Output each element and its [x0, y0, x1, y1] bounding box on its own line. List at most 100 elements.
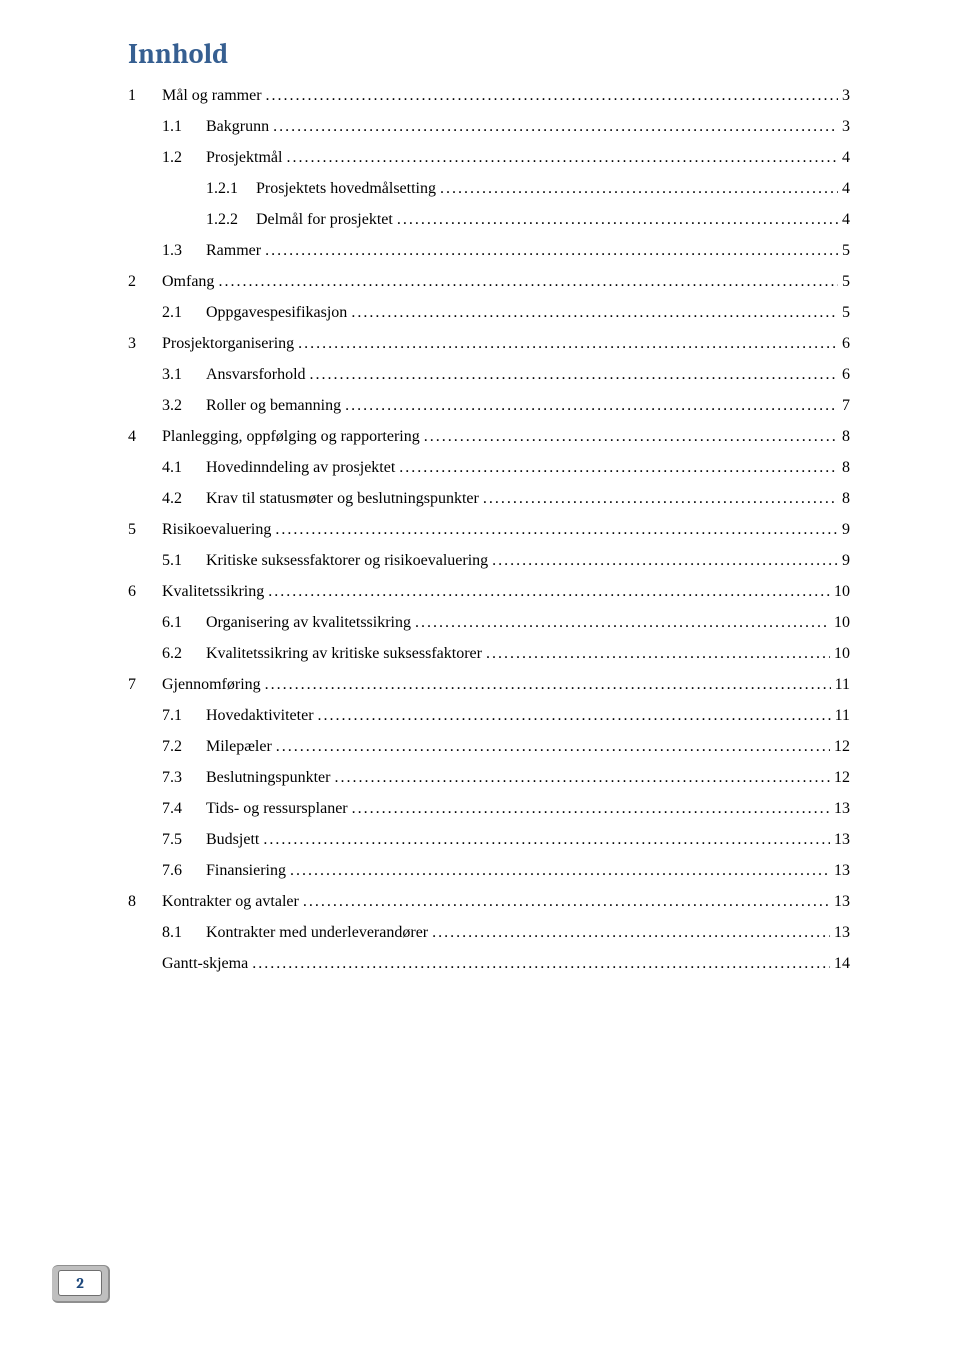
toc-entry-label: Finansiering — [206, 863, 286, 879]
toc-entry-number: 6 — [128, 584, 160, 600]
toc-entry[interactable]: 3.1Ansvarsforhold 6 — [128, 367, 850, 383]
toc-entry[interactable]: 1.2.2Delmål for prosjektet 4 — [128, 212, 850, 228]
toc-leader-dots — [252, 956, 830, 972]
toc-entry-label: Delmål for prosjektet — [256, 212, 393, 228]
toc-entry[interactable]: 1.1Bakgrunn 3 — [128, 119, 850, 135]
toc-entry[interactable]: 5.1Kritiske suksessfaktorer og risikoeva… — [128, 553, 850, 569]
toc-entry-label: Bakgrunn — [206, 119, 269, 135]
toc-entry-page: 8 — [842, 491, 850, 507]
toc-leader-dots — [352, 801, 830, 817]
toc-entry[interactable]: 7.5Budsjett 13 — [128, 832, 850, 848]
toc-entry[interactable]: 7.1Hovedaktiviteter 11 — [128, 708, 850, 724]
toc-entry-page: 4 — [842, 212, 850, 228]
toc-entry-number: 7.3 — [162, 770, 206, 786]
toc-leader-dots — [268, 584, 830, 600]
page: Innhold 1Mål og rammer 31.1Bakgrunn 31.2… — [0, 0, 960, 972]
toc-entry-number: 7.1 — [162, 708, 206, 724]
toc-entry[interactable]: 6.1Organisering av kvalitetssikring 10 — [128, 615, 850, 631]
toc-entry[interactable]: 6.2Kvalitetssikring av kritiske suksessf… — [128, 646, 850, 662]
toc-entry-label: Gantt-skjema — [162, 956, 248, 972]
toc-entry-label: Roller og bemanning — [206, 398, 341, 414]
toc-entry-number: 7.2 — [162, 739, 206, 755]
toc-entry-label: Prosjektmål — [206, 150, 282, 166]
toc-entry[interactable]: 4Planlegging, oppfølging og rapportering… — [128, 429, 850, 445]
toc-entry-page: 4 — [842, 150, 850, 166]
toc-entry-page: 13 — [834, 863, 850, 879]
toc-entry-number: 8 — [128, 894, 160, 910]
toc-entry-page: 13 — [834, 925, 850, 941]
toc-entry-page: 9 — [842, 553, 850, 569]
toc-entry-label: Milepæler — [206, 739, 272, 755]
toc-entry-number: 3.2 — [162, 398, 206, 414]
toc-entry[interactable]: 1Mål og rammer 3 — [128, 88, 850, 104]
toc-entry-page: 11 — [835, 708, 850, 724]
toc-leader-dots — [276, 739, 830, 755]
toc-leader-dots — [486, 646, 830, 662]
toc-entry-label: Tids- og ressursplaner — [206, 801, 348, 817]
toc-leader-dots — [483, 491, 838, 507]
toc-entry[interactable]: 8Kontrakter og avtaler 13 — [128, 894, 850, 910]
toc-entry-number: 4.1 — [162, 460, 206, 476]
toc-entry[interactable]: 7.3Beslutningspunkter 12 — [128, 770, 850, 786]
toc-leader-dots — [218, 274, 838, 290]
toc-leader-dots — [290, 863, 830, 879]
toc-entry[interactable]: 1.2Prosjektmål 4 — [128, 150, 850, 166]
toc-leader-dots — [432, 925, 830, 941]
toc-entry-number: 3.1 — [162, 367, 206, 383]
toc-entry-number: 6.2 — [162, 646, 206, 662]
toc-entry-page: 10 — [834, 615, 850, 631]
toc-entry[interactable]: 1.2.1Prosjektets hovedmålsetting 4 — [128, 181, 850, 197]
toc-entry-label: Kvalitetssikring — [162, 584, 264, 600]
toc-entry[interactable]: 7.2Milepæler 12 — [128, 739, 850, 755]
toc-entry-label: Omfang — [162, 274, 214, 290]
toc-entry-label: Oppgavespesifikasjon — [206, 305, 347, 321]
toc-entry[interactable]: 4.2Krav til statusmøter og beslutningspu… — [128, 491, 850, 507]
toc-entry-label: Kritiske suksessfaktorer og risikoevalue… — [206, 553, 488, 569]
toc-entry-label: Beslutningspunkter — [206, 770, 330, 786]
toc-entry[interactable]: 2.1Oppgavespesifikasjon 5 — [128, 305, 850, 321]
toc-entry-label: Krav til statusmøter og beslutningspunkt… — [206, 491, 479, 507]
toc-entry-label: Mål og rammer — [162, 88, 262, 104]
toc-entry-number: 1.1 — [162, 119, 206, 135]
toc-entry[interactable]: 6Kvalitetssikring 10 — [128, 584, 850, 600]
toc-entry[interactable]: 5Risikoevaluering 9 — [128, 522, 850, 538]
toc-leader-dots — [286, 150, 838, 166]
toc-entry-page: 10 — [834, 584, 850, 600]
toc-entry-label: Organisering av kvalitetssikring — [206, 615, 411, 631]
toc-leader-dots — [263, 832, 830, 848]
toc-entry-page: 8 — [842, 429, 850, 445]
toc-entry-number: 6.1 — [162, 615, 206, 631]
toc-entry[interactable]: 3.2Roller og bemanning 7 — [128, 398, 850, 414]
toc-entry-number: 2 — [128, 274, 160, 290]
toc-entry-label: Planlegging, oppfølging og rapportering — [162, 429, 420, 445]
toc-entry[interactable]: 7.4Tids- og ressursplaner 13 — [128, 801, 850, 817]
toc-entry-page: 7 — [842, 398, 850, 414]
toc-entry-page: 6 — [842, 367, 850, 383]
toc-entry-label: Kontrakter og avtaler — [162, 894, 299, 910]
toc-entry-number: 4 — [128, 429, 160, 445]
toc-entry-label: Hovedaktiviteter — [206, 708, 314, 724]
toc-entry[interactable]: 8.1Kontrakter med underleverandører 13 — [128, 925, 850, 941]
toc-entry-number: 7.6 — [162, 863, 206, 879]
toc-entry[interactable]: 2Omfang 5 — [128, 274, 850, 290]
toc-entry-number: 3 — [128, 336, 160, 352]
toc-entry-page: 10 — [834, 646, 850, 662]
toc-entry[interactable]: 4.1Hovedinndeling av prosjektet 8 — [128, 460, 850, 476]
toc-entry-number: 1.2.1 — [206, 181, 256, 197]
toc-entry-number: 1.2 — [162, 150, 206, 166]
toc-entry-number: 7.5 — [162, 832, 206, 848]
toc-entry[interactable]: 3Prosjektorganisering 6 — [128, 336, 850, 352]
page-number-badge: 2 — [52, 1265, 110, 1303]
toc-entry-page: 3 — [842, 88, 850, 104]
page-number: 2 — [58, 1270, 102, 1296]
toc-entry[interactable]: 1.3Rammer 5 — [128, 243, 850, 259]
toc-entry-page: 4 — [842, 181, 850, 197]
toc-leader-dots — [492, 553, 838, 569]
toc-entry-page: 3 — [842, 119, 850, 135]
toc-entry[interactable]: 7.6Finansiering 13 — [128, 863, 850, 879]
toc-entry[interactable]: Gantt-skjema 14 — [128, 956, 850, 972]
toc-entry-label: Gjennomføring — [162, 677, 261, 693]
toc-entry[interactable]: 7Gjennomføring 11 — [128, 677, 850, 693]
toc-leader-dots — [310, 367, 838, 383]
toc-leader-dots — [265, 677, 831, 693]
